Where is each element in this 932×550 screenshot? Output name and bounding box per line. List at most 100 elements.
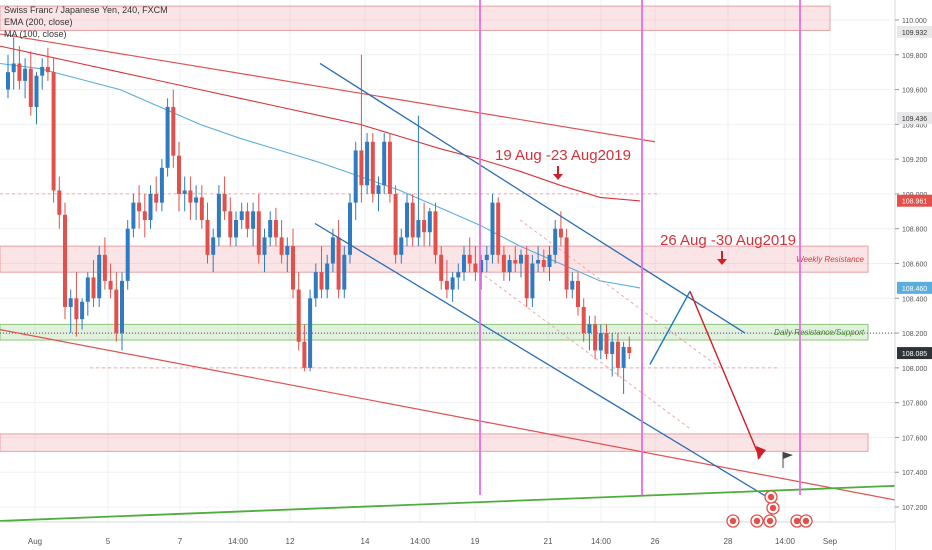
legend-ma[interactable]: MA (100, close) (4, 29, 67, 39)
candle (427, 207, 432, 247)
candle (359, 54, 364, 203)
candle (342, 246, 347, 299)
candle-body (336, 237, 341, 290)
candle (91, 260, 96, 307)
flag-cloth (783, 452, 793, 459)
candle-body (142, 211, 147, 221)
candle (598, 324, 603, 360)
candle-body (621, 346, 626, 368)
candle (97, 246, 102, 307)
candle (40, 58, 45, 90)
candle-body (598, 333, 603, 351)
x-axis-panel (0, 522, 895, 550)
candle (205, 202, 210, 264)
y-tick-label: 107.600 (902, 435, 927, 442)
candle-body (547, 254, 552, 267)
candle-body (576, 280, 580, 307)
candle-body (6, 72, 10, 90)
legend-symbol[interactable]: Swiss Franc / Japanese Yen, 240, FXCM (4, 5, 168, 15)
candle-body (376, 185, 381, 194)
candle (615, 333, 620, 377)
event-badge-icon (764, 490, 778, 504)
ma-100-line (0, 62, 641, 289)
candle (541, 249, 546, 273)
candle (576, 272, 580, 316)
candle-body (444, 280, 449, 290)
candle-body (262, 237, 267, 255)
candle-body (97, 254, 102, 299)
candle-body (365, 141, 370, 186)
candle (450, 272, 455, 302)
candle (496, 197, 501, 264)
candle (587, 315, 592, 351)
candle-body (627, 346, 632, 354)
candle (51, 58, 56, 203)
candle (102, 237, 107, 290)
candle-body (610, 341, 615, 354)
candle-body (68, 298, 73, 307)
candle-body (114, 289, 119, 334)
candle (524, 246, 529, 307)
candle (28, 51, 33, 116)
candle-body (342, 254, 347, 290)
candle-body (359, 150, 364, 186)
candle-body (581, 306, 586, 334)
candle (68, 289, 73, 334)
candle (348, 193, 352, 264)
arrow-head (756, 446, 766, 460)
candle-body (507, 260, 512, 273)
candle-body (17, 63, 22, 81)
candle-body (450, 277, 455, 290)
candle-body (182, 190, 187, 194)
zone-label: Weekly Resistance (796, 255, 864, 264)
candle-body (222, 193, 227, 212)
candle (462, 246, 466, 281)
candle-body (165, 106, 170, 168)
candle (45, 47, 50, 81)
candle (57, 176, 62, 229)
candle (23, 58, 28, 99)
candle-body (427, 211, 432, 233)
candle (604, 324, 609, 360)
candle (302, 324, 307, 372)
x-tick-label: 12 (286, 537, 295, 546)
candle-body (593, 324, 598, 351)
legend-ema[interactable]: EMA (200, close) (4, 17, 73, 27)
y-tick-label: 108.000 (902, 366, 927, 373)
candle (479, 254, 484, 290)
candle-body (57, 190, 62, 215)
candle-body (245, 211, 250, 229)
event-badge-icon (766, 501, 780, 515)
candle (268, 211, 273, 247)
candle (108, 263, 113, 299)
candle-body (154, 193, 159, 203)
y-tick-label: 109.600 (902, 88, 927, 95)
dashed-channel-line (479, 271, 691, 430)
candle-body (433, 211, 438, 255)
candle (154, 176, 159, 212)
x-tick-label: 7 (178, 537, 183, 546)
candle-body (291, 246, 295, 290)
candle (245, 202, 250, 238)
candle (416, 115, 421, 247)
price-label: 109.436 (902, 116, 927, 123)
event-badge-icon (763, 514, 777, 528)
candle-body (353, 150, 358, 203)
candle (410, 193, 415, 247)
candle-body (91, 277, 96, 299)
candle (473, 246, 478, 281)
channel-upper-blue (319, 62, 746, 334)
candle (467, 237, 472, 273)
x-tick-label: 14 (361, 537, 370, 546)
candle-body (422, 220, 427, 233)
candle (199, 185, 204, 229)
candle (114, 272, 119, 342)
candle (399, 228, 404, 264)
candle (570, 272, 575, 299)
candle (513, 246, 518, 273)
candle-body (484, 254, 489, 261)
candle-body (40, 66, 45, 76)
y-axis-panel (895, 0, 932, 550)
candle (627, 336, 632, 360)
